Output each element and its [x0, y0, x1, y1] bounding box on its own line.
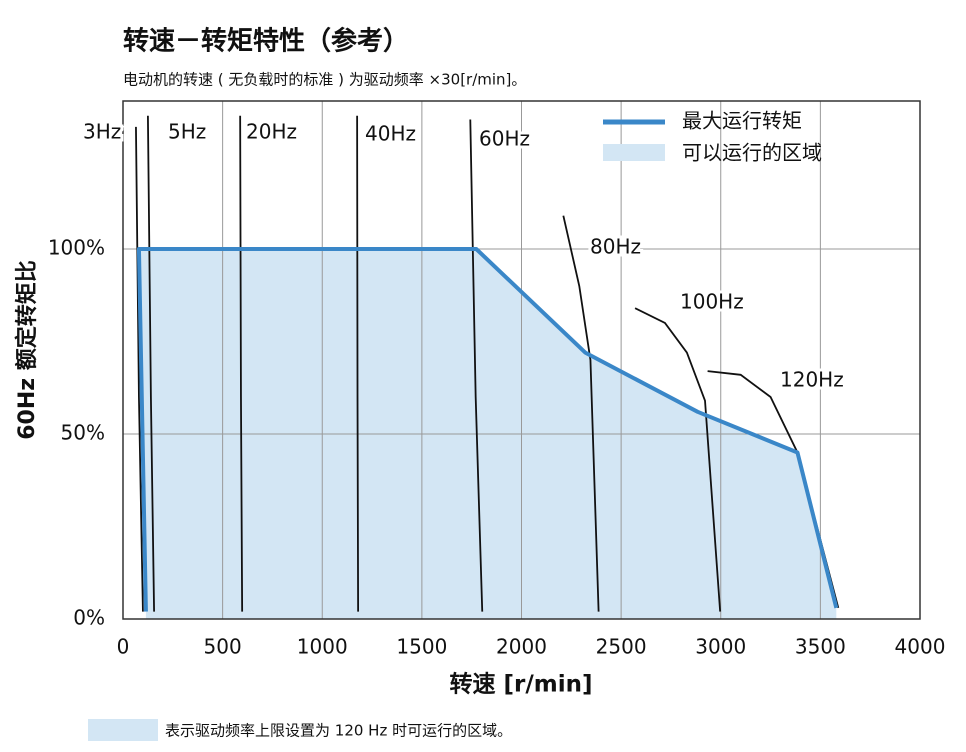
frequency-label: 60Hz — [479, 127, 530, 151]
x-tick-label: 1000 — [297, 635, 348, 659]
y-tick-label: 0% — [73, 606, 105, 630]
y-tick-label: 100% — [48, 236, 105, 260]
frequency-curve — [356, 115, 360, 612]
chart-subtitle: 电动机的转速 ( 无负载时的标准 ) 为驱动频率 ×30[r/min]。 — [123, 71, 526, 89]
frequency-label: 3Hz — [83, 120, 121, 144]
frequency-label: 80Hz — [590, 235, 641, 259]
footnote-swatch — [88, 719, 158, 741]
x-tick-label: 1500 — [396, 635, 447, 659]
frequency-label: 100Hz — [680, 290, 744, 314]
frequency-curve — [147, 115, 155, 612]
chart-title: 转速－转矩特性（参考） — [123, 26, 409, 57]
frequency-curve — [239, 115, 244, 612]
x-tick-label: 2000 — [496, 635, 547, 659]
frequency-label: 5Hz — [168, 120, 206, 144]
x-tick-label: 500 — [204, 635, 242, 659]
torque-line — [136, 247, 839, 612]
legend-label: 最大运行转矩 — [682, 109, 802, 133]
frequency-label: 20Hz — [246, 120, 297, 144]
y-axis-label: 60Hz 额定转矩比 — [14, 260, 40, 440]
frequency-curve — [562, 215, 600, 612]
frequency-label: 120Hz — [780, 368, 844, 392]
x-tick-label: 0 — [117, 635, 130, 659]
frequency-curve — [634, 307, 722, 612]
x-tick-label: 4000 — [895, 635, 946, 659]
x-tick-label: 2500 — [596, 635, 647, 659]
x-axis-label: 转速 [r/min] — [450, 671, 593, 698]
footnote: 表示驱动频率上限设置为 120 Hz 时可运行的区域。 — [165, 722, 512, 740]
frequency-curve — [469, 119, 484, 612]
frequency-label: 40Hz — [365, 122, 416, 146]
y-tick-label: 50% — [61, 421, 105, 445]
x-tick-label: 3500 — [795, 635, 846, 659]
legend-label: 可以运行的区域 — [682, 141, 822, 165]
frequency-curve — [135, 126, 144, 612]
x-tick-label: 3000 — [695, 635, 746, 659]
plot-frame — [122, 100, 921, 620]
legend-swatch — [603, 144, 665, 161]
